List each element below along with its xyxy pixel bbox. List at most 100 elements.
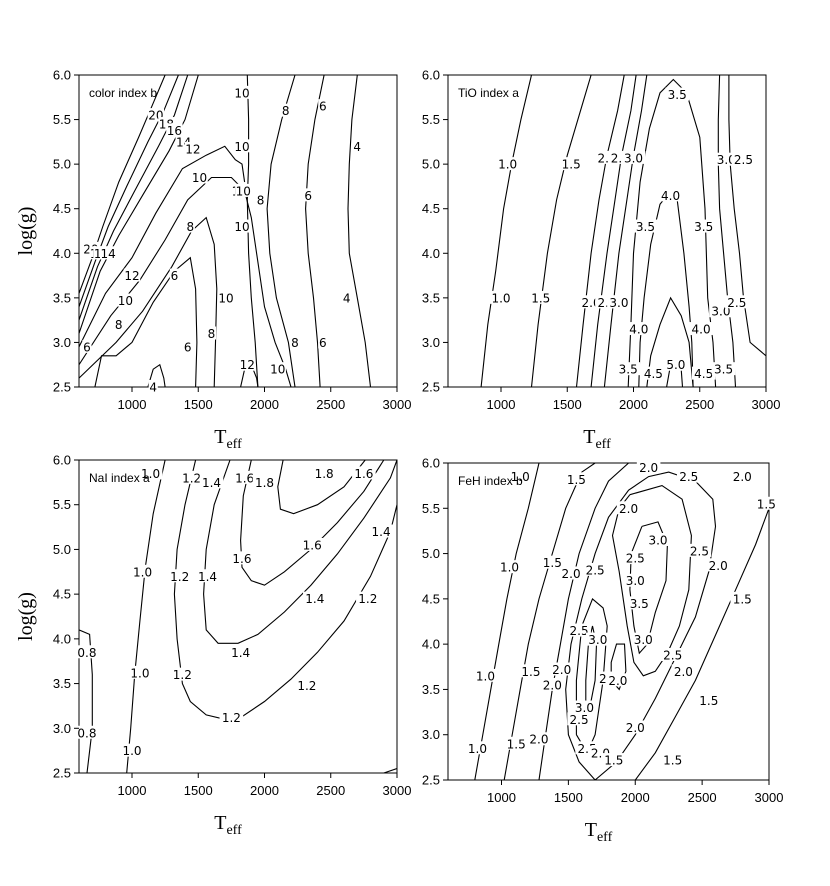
contour-label: 1.4	[305, 592, 324, 606]
contour-label-bg	[75, 725, 99, 739]
contour-label-bg	[465, 741, 490, 755]
contour-label: 3.5	[636, 220, 655, 234]
contour-label-bg	[602, 753, 626, 767]
contour-line-12	[79, 145, 246, 348]
contour-line-edge	[383, 767, 397, 773]
y-tick-label: 5.0	[53, 157, 71, 172]
contour-label-bg	[660, 648, 685, 662]
contour-line-1.4	[203, 460, 397, 644]
contour-label: 2.5	[570, 624, 589, 638]
contour-label-bg	[508, 469, 533, 483]
contour-line-8	[266, 75, 296, 387]
contour-label-bg	[114, 317, 124, 331]
contour-label-bg	[300, 537, 324, 551]
contour-label-bg	[564, 472, 589, 486]
contour-label: 4	[353, 140, 361, 154]
contour-label-bg	[687, 543, 712, 557]
contour-line-2.0	[575, 75, 625, 387]
y-tick-label: 3.5	[53, 676, 71, 691]
y-tick-label: 4.5	[422, 201, 440, 216]
y-tick-label: 4.0	[422, 246, 440, 261]
contour-line-2.5	[728, 75, 766, 357]
contour-label-bg	[711, 362, 736, 376]
y-tick-label: 3.0	[53, 335, 71, 350]
y-tick-label: 3.0	[422, 727, 440, 742]
y-tick-label: 5.0	[422, 157, 440, 172]
y-tick-label: 3.5	[53, 290, 71, 305]
contour-line-1.0	[126, 460, 166, 773]
contour-label-bg	[352, 466, 376, 480]
contour-label-bg	[627, 596, 652, 610]
contour-label-bg	[217, 290, 235, 304]
contour-label: 14	[101, 247, 116, 261]
contour-label-bg	[691, 366, 716, 380]
contour-label: 1.0	[468, 742, 487, 756]
contour-line-1.2	[173, 460, 397, 720]
contour-label: 3.5	[694, 220, 713, 234]
contour-label-bg	[130, 564, 155, 578]
contour-label: 1.0	[130, 666, 149, 680]
contour-label: 1.0	[476, 669, 495, 683]
contour-label: 12	[240, 358, 255, 372]
contour-label: 3.5	[619, 363, 638, 377]
contour-label: 4	[149, 381, 157, 395]
contour-label-bg	[235, 183, 252, 197]
contour-label: 1.6	[303, 538, 322, 552]
contour-label: 1.2	[182, 471, 201, 485]
contour-label: 1.8	[255, 476, 274, 490]
contour-label-bg	[616, 362, 640, 376]
contour-label: 1.6	[232, 552, 251, 566]
contour-label-bg	[183, 339, 193, 353]
contour-label: 2.0	[552, 663, 571, 677]
contour-label: 10	[218, 291, 233, 305]
x-tick-label: 3000	[383, 783, 412, 798]
contour-label: 1.0	[133, 565, 152, 579]
contour-label: 1.4	[372, 525, 391, 539]
y-tick-label: 5.5	[53, 112, 71, 127]
contour-label-bg	[730, 591, 755, 605]
contour-label: 4.0	[692, 323, 711, 337]
y-tick-label: 6.0	[53, 453, 71, 468]
contour-label-bg	[269, 362, 286, 376]
contour-label-bg	[75, 645, 99, 659]
contour-label: 2.0	[619, 502, 638, 516]
contour-label: 0.8	[77, 646, 96, 660]
contour-label: 2.0	[639, 461, 658, 475]
contour-label-bg	[138, 466, 163, 480]
contour-labels: 1.0 1.2 1.4 1.6 1.81.8 1.61.41.61.61.0 1.2 1.41…	[75, 466, 393, 758]
contour-label: 4.5	[694, 367, 713, 381]
contour-label: 1.5	[663, 754, 682, 768]
contour-panel-3: 1.0 1.2 1.4 1.6 1.81.8 1.61.41.61.61.0 1.2 1.41…	[15, 453, 411, 839]
contour-label: 1.5	[507, 737, 526, 751]
contour-label: 1.5	[562, 158, 581, 172]
contour-label: 2.5	[626, 552, 645, 566]
contour-label: 1.2	[170, 570, 189, 584]
contour-label-bg	[586, 632, 610, 646]
x-axis-title: Teff	[214, 812, 242, 838]
contour-label: 2.0	[626, 721, 645, 735]
contour-line-2.5	[590, 75, 637, 387]
contour-label-bg	[646, 532, 670, 546]
x-tick-label: 1500	[184, 397, 213, 412]
x-tick-label: 2500	[316, 397, 345, 412]
contour-line-1.5	[530, 75, 592, 387]
contour-label-bg	[689, 322, 713, 336]
y-tick-label: 6.0	[422, 68, 440, 83]
contour-label-bg	[206, 326, 217, 340]
plot-frame	[78, 74, 398, 388]
x-axis-subscript: eff	[597, 830, 613, 845]
contour-label: 1.0	[511, 470, 530, 484]
contour-label-bg	[540, 677, 565, 691]
contour-label-bg	[233, 139, 251, 153]
contour-label: 8	[291, 336, 299, 350]
x-tick-label: 2000	[250, 397, 279, 412]
x-tick-label: 2000	[619, 397, 648, 412]
contour-label: 1.2	[358, 592, 377, 606]
y-tick-label: 4.5	[422, 591, 440, 606]
contour-label-bg	[185, 219, 195, 233]
contour-line-1.6	[240, 460, 385, 586]
contour-label-bg	[665, 87, 690, 101]
contour-label-bg	[233, 85, 251, 99]
contour-label: 1.4	[231, 646, 250, 660]
